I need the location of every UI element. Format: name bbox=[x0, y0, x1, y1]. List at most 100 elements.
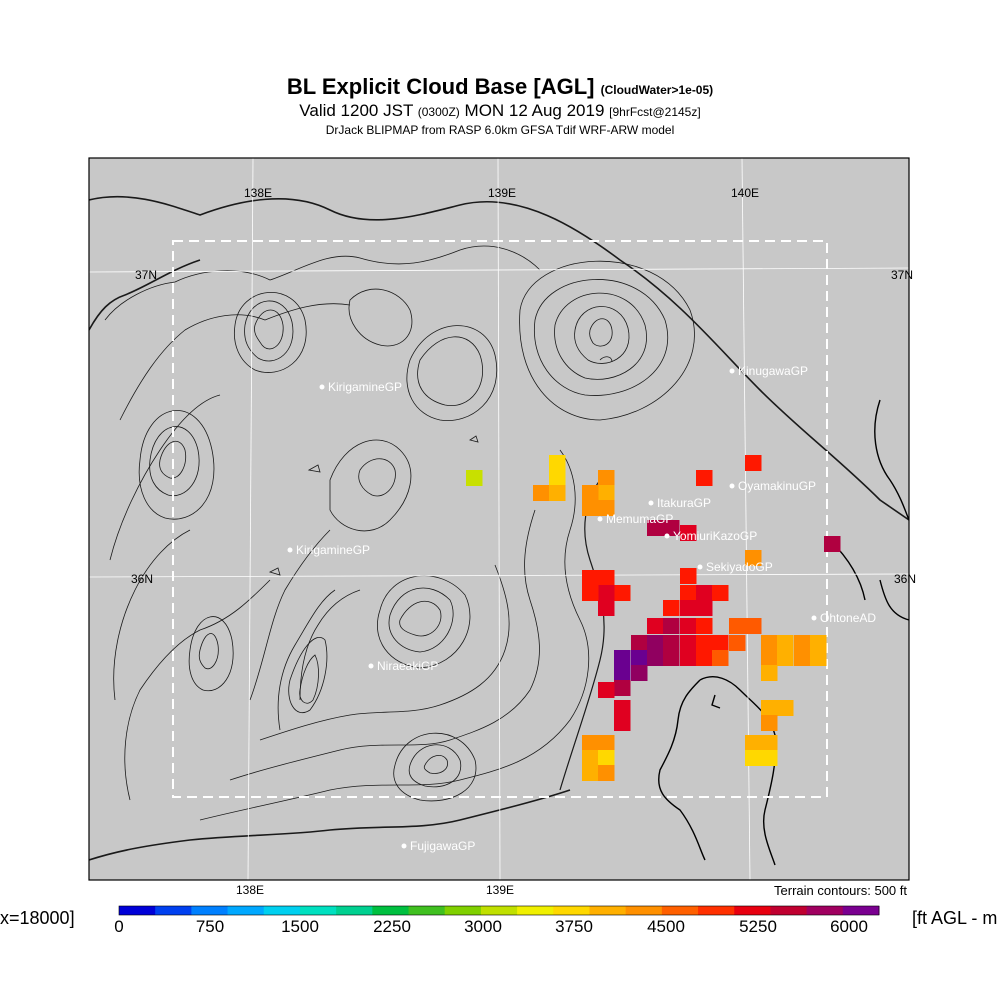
cloud-base-cell bbox=[614, 650, 631, 666]
cloud-base-cell bbox=[696, 600, 713, 616]
cloud-base-cell bbox=[680, 600, 697, 616]
cloud-base-cell bbox=[810, 650, 827, 666]
cloud-base-cell bbox=[761, 750, 778, 766]
cloud-base-cell bbox=[614, 665, 631, 681]
station-dot bbox=[729, 483, 735, 489]
cloud-base-cell bbox=[745, 735, 762, 751]
colorbar bbox=[118, 905, 880, 916]
colorbar-tick-label: 2250 bbox=[373, 917, 411, 936]
utc-time: (0300Z) bbox=[417, 105, 460, 119]
map-title: BL Explicit Cloud Base [AGL] (CloudWater… bbox=[0, 74, 1000, 100]
cloud-base-cell bbox=[647, 618, 664, 634]
colorbar-swatch bbox=[553, 906, 590, 915]
cloud-base-cell bbox=[761, 635, 778, 651]
lon-label-top-140e: 140E bbox=[731, 186, 759, 200]
station-label: KirigamineGP bbox=[296, 543, 370, 557]
cloud-base-cell bbox=[761, 715, 778, 731]
station-dot bbox=[664, 533, 670, 539]
cloud-base-cell bbox=[598, 682, 615, 698]
colorbar-swatch bbox=[806, 906, 844, 915]
colorbar-right-text: [ft AGL - m bbox=[912, 908, 998, 928]
cloud-base-cell bbox=[696, 635, 713, 651]
cloud-base-cell bbox=[631, 635, 648, 651]
colorbar-swatch bbox=[517, 906, 554, 915]
cloud-base-cell bbox=[777, 700, 794, 716]
station-label: YomiuriKazoGP bbox=[673, 529, 757, 543]
colorbar-tick-label: 750 bbox=[195, 917, 225, 936]
station-markers: KirigamineGP KinugawaGP OyamakinuGP Itak… bbox=[287, 364, 876, 853]
station-dot bbox=[319, 384, 325, 390]
cloud-base-cell bbox=[663, 520, 680, 536]
lon-label-bottom-139e: 139E bbox=[486, 883, 514, 897]
cloud-base-cell bbox=[810, 635, 827, 651]
colorbar-swatch bbox=[155, 906, 192, 915]
lat-label-right-37n: 37N bbox=[891, 268, 913, 282]
colorbar-tick-label: 6000 bbox=[830, 917, 868, 936]
colorbar-tick-label: 3750 bbox=[555, 917, 593, 936]
colorbar-tick-label: 4500 bbox=[647, 917, 685, 936]
cloud-base-cell bbox=[647, 635, 664, 651]
station-label: NiraeakiGP bbox=[377, 659, 438, 673]
station-dot bbox=[368, 663, 374, 669]
cloud-base-cell bbox=[647, 520, 664, 536]
station-label: SekiyadoGP bbox=[706, 560, 773, 574]
cloud-base-cell bbox=[614, 715, 631, 731]
cloud-base-cell bbox=[680, 635, 697, 651]
lat-label-right-36n: 36N bbox=[894, 572, 916, 586]
colorbar-swatch bbox=[625, 906, 663, 915]
station-label: OhtoneAD bbox=[820, 611, 876, 625]
colorbar-swatch bbox=[263, 906, 301, 915]
cloud-base-cell bbox=[761, 650, 778, 666]
cloud-base-cell bbox=[729, 618, 746, 634]
colorbar-swatch bbox=[661, 906, 699, 915]
cloud-base-cell bbox=[533, 485, 550, 501]
cloud-base-cell bbox=[745, 455, 762, 471]
cloud-base-cell bbox=[663, 635, 680, 651]
cloud-base-cell bbox=[680, 525, 697, 541]
lon-label-bottom-138e: 138E bbox=[236, 883, 264, 897]
cloud-base-cell bbox=[712, 635, 729, 651]
station-label: KinugawaGP bbox=[738, 364, 808, 378]
colorbar-swatch bbox=[119, 906, 156, 915]
cloud-base-cell bbox=[761, 665, 778, 681]
map-frame bbox=[88, 157, 910, 881]
cloud-base-cell bbox=[680, 650, 697, 666]
cloud-base-cell bbox=[582, 750, 599, 766]
colorbar-swatch bbox=[372, 906, 410, 915]
forecast-info: [9hrFcst@2145z] bbox=[609, 105, 701, 119]
grid-labels: 138E 139E 140E 138E 139E 37N 37N 36N 36N bbox=[131, 186, 916, 897]
colorbar-swatch bbox=[698, 906, 735, 915]
cloud-base-cell bbox=[663, 650, 680, 666]
lat-label-left-36n: 36N bbox=[131, 572, 153, 586]
cloud-base-cell bbox=[582, 485, 599, 501]
cloud-base-cell bbox=[598, 750, 615, 766]
station-label: ItakuraGP bbox=[657, 496, 711, 510]
cloud-base-cell bbox=[777, 650, 794, 666]
station-dot bbox=[401, 843, 407, 849]
cloud-base-cell bbox=[696, 650, 713, 666]
colorbar-left-text: x=18000] bbox=[0, 908, 75, 928]
cloud-base-cell bbox=[598, 585, 615, 601]
cloud-base-cell bbox=[647, 650, 664, 666]
terrain-contour-note: Terrain contours: 500 ft bbox=[774, 883, 907, 898]
cloud-base-cell bbox=[598, 765, 615, 781]
station-dot bbox=[648, 500, 654, 506]
cloud-base-cell bbox=[631, 650, 648, 666]
station-dot bbox=[811, 615, 817, 621]
colorbar-outline bbox=[118, 905, 880, 916]
colorbar-tick-label: 1500 bbox=[281, 917, 319, 936]
cloud-base-cell bbox=[582, 765, 599, 781]
cloud-base-cell bbox=[761, 735, 778, 751]
forecast-date: MON 12 Aug 2019 bbox=[464, 101, 605, 120]
cloud-base-cell bbox=[582, 735, 599, 751]
cloud-base-cell bbox=[696, 585, 713, 601]
lon-label-top-139e: 139E bbox=[488, 186, 516, 200]
station-dot bbox=[729, 368, 735, 374]
station-dot bbox=[287, 547, 293, 553]
cloud-base-cell bbox=[794, 635, 811, 651]
cloud-base-cell bbox=[582, 570, 599, 586]
cloud-base-cell bbox=[614, 585, 631, 601]
model-info: DrJack BLIPMAP from RASP 6.0km GFSA Tdif… bbox=[325, 123, 675, 137]
